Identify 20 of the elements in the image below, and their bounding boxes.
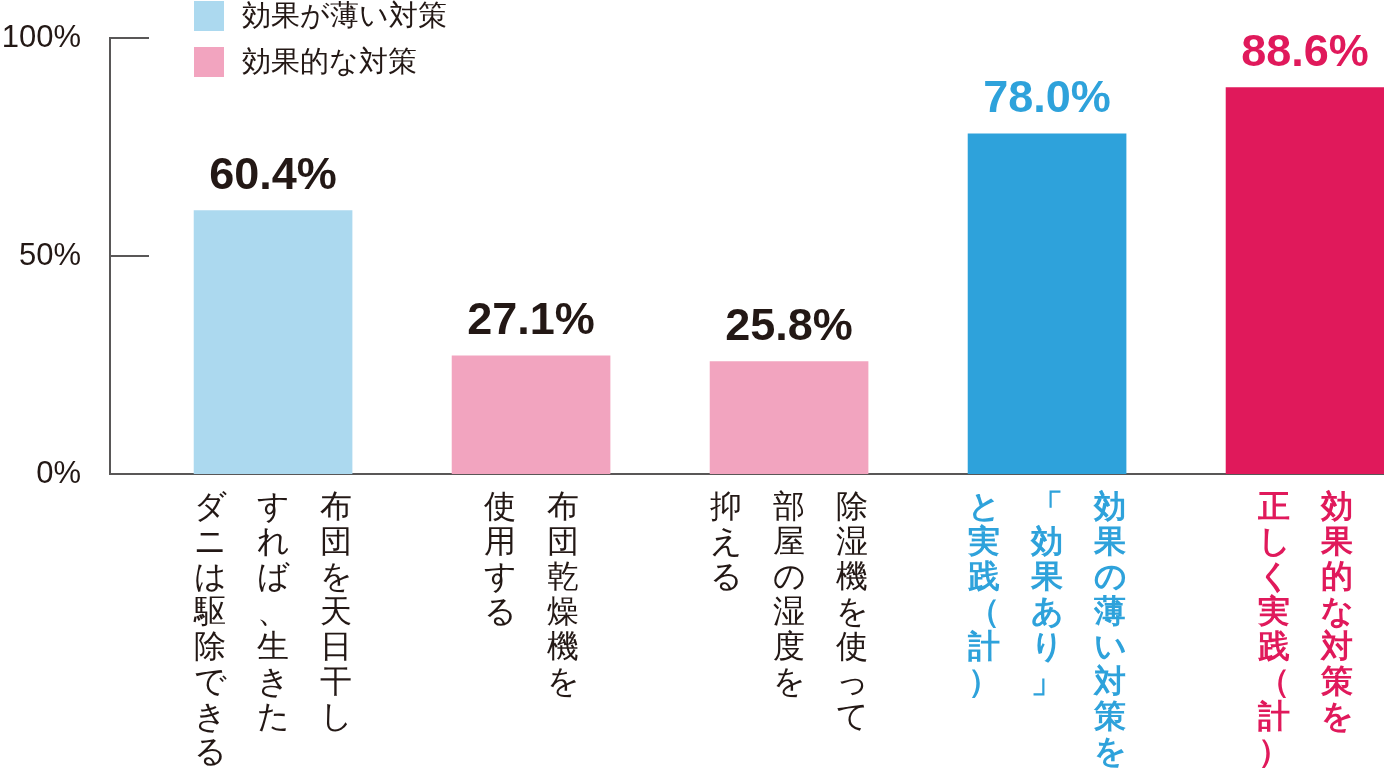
category-label: 効果的な対策を正しく実践（計） [1257, 487, 1354, 770]
bar [451, 355, 611, 474]
y-tick-label: 50% [18, 236, 81, 272]
category-label: 効果の薄い対策を「効果あり」と実践（計） [968, 487, 1128, 770]
data-label: 78.0% [983, 70, 1111, 122]
category-label: 布団を天日干しすれば、生きたダニは駆除できる [194, 487, 354, 770]
category-label: 除湿機を使って部屋の湿度を抑える [710, 487, 870, 735]
y-tick-label: 0% [36, 454, 81, 490]
data-label: 88.6% [1241, 24, 1369, 76]
category-label: 布団乾燥機を使用する [483, 487, 580, 700]
data-label: 25.8% [725, 298, 853, 350]
bar [193, 210, 353, 474]
legend-label: 効果的な対策 [242, 43, 417, 78]
bar [709, 361, 869, 474]
data-label: 27.1% [467, 292, 595, 344]
data-label: 60.4% [209, 147, 337, 199]
y-tick-label: 100% [1, 18, 81, 54]
bar [1225, 87, 1384, 474]
legend-label: 効果が薄い対策 [242, 0, 447, 32]
bar [967, 133, 1127, 474]
